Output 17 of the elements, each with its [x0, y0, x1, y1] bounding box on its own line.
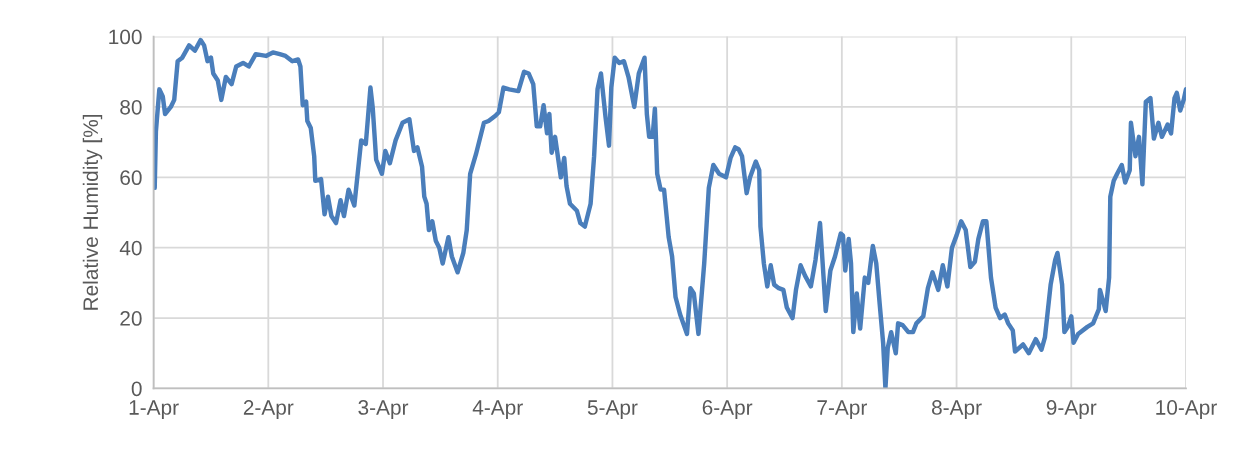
y-tick-label: 80	[120, 99, 142, 115]
x-tick-label: 3-Apr	[358, 400, 409, 419]
x-tick-label: 9-Apr	[1046, 400, 1097, 419]
x-tick-label: 6-Apr	[702, 400, 753, 419]
y-tick-label: 40	[119, 240, 142, 256]
x-tick-label: 2-Apr	[243, 400, 294, 419]
y-tick-label: 0	[131, 381, 142, 397]
y-tick-label: 20	[120, 311, 142, 326]
x-tick-label: 4-Apr	[472, 400, 523, 419]
x-tick-label: 7-Apr	[817, 400, 867, 419]
x-tick-label: 5-Apr	[587, 400, 638, 419]
x-tick-label: 10-Apr	[1156, 400, 1217, 419]
x-tick-label: 1-Apr	[129, 400, 179, 419]
y-axis-title: Relative Humidity [%]	[82, 115, 103, 310]
x-tick-label: 8-Apr	[931, 400, 982, 419]
y-tick-label: 100	[109, 29, 142, 45]
y-tick-label: 60	[120, 170, 142, 186]
